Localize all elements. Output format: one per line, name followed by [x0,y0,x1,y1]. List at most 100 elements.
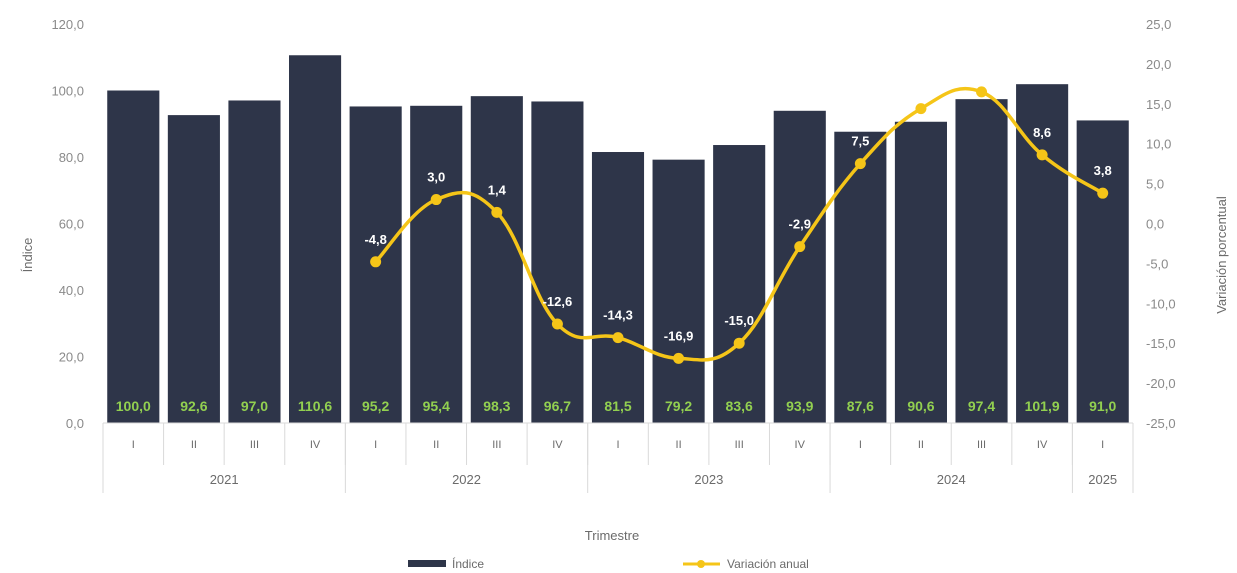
line-value-label: -14,3 [603,308,633,323]
bar-value-label: 92,6 [180,398,207,414]
bar-value-label: 90,6 [907,398,934,414]
line-marker [551,318,563,330]
year-label: 2021 [210,472,239,487]
line-marker [915,103,927,115]
bar [773,110,826,423]
line-marker [976,86,988,98]
legend-label-variacion: Variación anual [727,557,809,571]
bar-value-label: 91,0 [1089,398,1116,414]
bar [713,145,766,423]
quarter-label: II [433,439,439,451]
y2-tick-label: 5,0 [1146,177,1164,192]
quarter-label: IV [310,439,321,451]
legend-swatch-variacion-marker [697,560,705,568]
y2-tick-label: 20,0 [1146,57,1171,72]
bar-series [107,55,1129,424]
line-marker [430,194,442,206]
bar [652,159,705,423]
line-marker [1036,149,1048,161]
line-value-label: 1,4 [488,182,507,197]
line-value-label: 8,6 [1033,125,1051,140]
bar [107,90,160,423]
line-marker [794,241,806,253]
quarter-label: I [374,439,377,451]
line-value-label: 3,8 [1094,163,1112,178]
quarter-label: I [859,439,862,451]
quarter-label: II [191,439,197,451]
line-marker [1097,187,1109,199]
legend: Índice Variación anual [408,556,809,571]
quarter-label: III [977,439,986,451]
quarter-label: III [250,439,259,451]
quarter-label: I [1101,439,1104,451]
line-value-label: -15,0 [724,313,754,328]
line-value-label: -12,6 [543,294,573,309]
y2-tick-label: -10,0 [1146,296,1176,311]
quarter-label: II [676,439,682,451]
quarter-label: IV [795,439,806,451]
year-label: 2024 [937,472,966,487]
y2-tick-label: 0,0 [1146,217,1164,232]
line-marker [733,337,745,349]
y-tick-label: 60,0 [59,217,84,232]
y-tick-label: 0,0 [66,416,84,431]
year-label: 2023 [694,472,723,487]
quarter-label: IV [1037,439,1048,451]
quarter-label: II [918,439,924,451]
bar-value-label: 96,7 [544,398,571,414]
bar-value-label: 95,2 [362,398,389,414]
left-axis-ticks: 0,0 20,0 40,0 60,0 80,0 100,0 120,0 [51,17,84,431]
bar [1076,120,1129,424]
bar-value-label: 97,0 [241,398,268,414]
y-tick-label: 40,0 [59,283,84,298]
bar [1016,84,1069,424]
bar-value-label: 79,2 [665,398,692,414]
y2-tick-label: 25,0 [1146,17,1171,32]
bar-value-labels: 100,0 92,6 97,0 110,6 95,2 95,4 98,3 96,7 81,5 79… [116,398,1117,414]
y-tick-label: 120,0 [51,17,84,32]
bar [470,96,523,423]
y2-tick-label: 10,0 [1146,137,1171,152]
y2-tick-label: 15,0 [1146,97,1171,112]
year-label: 2025 [1088,472,1117,487]
bar-value-label: 83,6 [726,398,753,414]
line-value-labels: -4,8 3,0 1,4 -12,6 -14,3 -16,9 -15,0 -2,9 7,5 14,… [364,62,1111,344]
bar-value-label: 101,9 [1025,398,1060,414]
line-marker [854,158,866,170]
bar-value-label: 98,3 [483,398,510,414]
line-marker [370,256,382,268]
line-marker [491,206,503,218]
y2-tick-label: -5,0 [1146,256,1168,271]
line-marker [612,332,624,344]
y2-tick-label: -25,0 [1146,416,1176,431]
y-tick-label: 100,0 [51,84,84,99]
quarter-label: I [616,439,619,451]
bar-value-label: 100,0 [116,398,151,414]
bar-value-label: 81,5 [604,398,631,414]
legend-swatch-indice [408,560,446,567]
bar [955,99,1008,424]
y-tick-label: 80,0 [59,150,84,165]
bar [894,121,947,423]
bar [167,115,220,423]
bar [834,131,887,424]
year-label: 2022 [452,472,481,487]
bar-value-label: 97,4 [968,398,995,414]
bar-value-label: 87,6 [847,398,874,414]
line-value-label: -16,9 [664,328,694,343]
quarter-label: IV [552,439,563,451]
y2-tick-label: -15,0 [1146,336,1176,351]
bar [531,101,584,423]
y2-tick-label: -20,0 [1146,376,1176,391]
y-axis-title: Índice [20,238,35,273]
bar [410,105,463,424]
bar [591,152,645,423]
y2-axis-title: Variación porcentual [1214,196,1229,314]
y-tick-label: 20,0 [59,350,84,365]
line-value-label: 3,0 [427,170,445,185]
line-value-label: -2,9 [789,217,811,232]
bar [289,55,342,423]
bar-value-label: 93,9 [786,398,813,414]
line-marker [673,352,685,364]
